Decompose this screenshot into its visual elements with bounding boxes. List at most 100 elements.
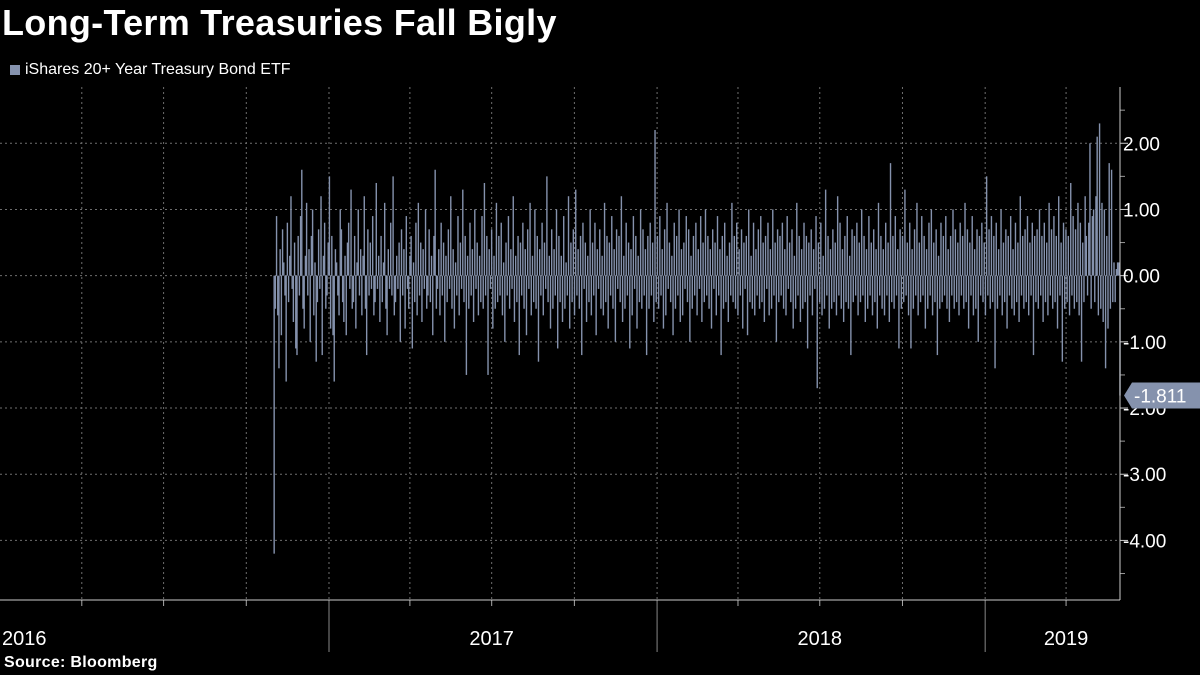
bar bbox=[349, 275, 351, 289]
bar bbox=[345, 275, 347, 336]
bar bbox=[924, 275, 927, 329]
bar bbox=[412, 262, 415, 276]
bar bbox=[738, 249, 740, 276]
bar bbox=[514, 255, 517, 276]
bar bbox=[587, 255, 589, 276]
bar bbox=[927, 275, 929, 309]
bar bbox=[566, 275, 569, 296]
bar bbox=[852, 275, 854, 303]
bar bbox=[374, 275, 376, 303]
bar bbox=[781, 222, 784, 276]
bar bbox=[344, 255, 346, 276]
bar bbox=[1098, 123, 1101, 276]
bar bbox=[1024, 229, 1026, 276]
bar bbox=[859, 275, 862, 303]
bar bbox=[512, 196, 514, 276]
bar bbox=[520, 275, 523, 296]
bar bbox=[1078, 275, 1080, 316]
bar bbox=[794, 275, 797, 309]
bar bbox=[1080, 275, 1083, 362]
bar bbox=[322, 255, 325, 276]
bar bbox=[651, 242, 654, 276]
bar bbox=[393, 275, 396, 316]
bar bbox=[648, 275, 650, 309]
bar bbox=[1015, 275, 1018, 303]
bar bbox=[1090, 275, 1092, 309]
bar bbox=[672, 275, 674, 336]
bar bbox=[380, 235, 382, 276]
bar bbox=[983, 242, 985, 276]
bar bbox=[971, 216, 973, 276]
bar bbox=[308, 249, 310, 276]
bar bbox=[480, 275, 482, 303]
bar bbox=[866, 275, 869, 309]
bar bbox=[518, 275, 520, 356]
bar bbox=[827, 235, 829, 276]
bar bbox=[436, 275, 439, 289]
bar bbox=[800, 249, 803, 276]
bar bbox=[589, 209, 591, 276]
bar bbox=[536, 235, 538, 276]
bar bbox=[1072, 216, 1074, 276]
bar bbox=[1001, 275, 1003, 316]
bar bbox=[881, 275, 883, 309]
bar bbox=[405, 216, 408, 276]
bar bbox=[430, 255, 433, 276]
bar bbox=[440, 222, 442, 276]
bar bbox=[429, 275, 432, 303]
bar bbox=[334, 249, 337, 276]
bar bbox=[836, 196, 839, 276]
bar bbox=[287, 275, 290, 303]
bar bbox=[802, 275, 804, 309]
bar bbox=[399, 275, 402, 342]
bar bbox=[1056, 275, 1059, 329]
bar bbox=[675, 235, 678, 276]
bar bbox=[613, 249, 615, 276]
bar bbox=[408, 275, 410, 309]
bar bbox=[1102, 275, 1104, 322]
bar bbox=[649, 222, 651, 276]
source-note: Source: Bloomberg bbox=[4, 654, 158, 671]
bar bbox=[1049, 275, 1052, 296]
bar bbox=[394, 275, 397, 303]
bar bbox=[363, 196, 365, 276]
bar bbox=[976, 229, 978, 276]
bar bbox=[508, 275, 511, 309]
bar bbox=[445, 255, 447, 276]
bar bbox=[409, 255, 411, 276]
bar bbox=[909, 222, 911, 276]
bar bbox=[764, 235, 767, 276]
bar bbox=[1012, 249, 1014, 276]
bar bbox=[760, 216, 762, 276]
bar bbox=[743, 242, 745, 276]
bar bbox=[839, 222, 841, 276]
bar bbox=[790, 275, 792, 303]
bar bbox=[815, 216, 817, 276]
bar bbox=[1066, 275, 1068, 303]
bar bbox=[427, 275, 429, 296]
bar bbox=[871, 275, 874, 316]
bar bbox=[918, 242, 921, 276]
bar bbox=[877, 202, 880, 276]
bar bbox=[674, 275, 677, 309]
bar bbox=[305, 202, 308, 276]
bar bbox=[526, 229, 529, 276]
bar bbox=[459, 242, 462, 276]
bar bbox=[669, 275, 672, 303]
bar bbox=[376, 275, 379, 289]
bar bbox=[915, 275, 917, 296]
bar bbox=[821, 275, 823, 316]
bar bbox=[488, 249, 490, 276]
last-value-callout: -1.811 bbox=[1124, 382, 1200, 409]
bar bbox=[666, 202, 668, 276]
bar bbox=[1053, 216, 1055, 276]
grid-lines bbox=[0, 87, 1120, 600]
bar bbox=[624, 275, 626, 309]
bar bbox=[396, 255, 398, 276]
x-tick-label: 2018 bbox=[798, 628, 843, 650]
bar bbox=[935, 229, 937, 276]
bar bbox=[868, 216, 870, 276]
bar bbox=[557, 275, 559, 349]
bar bbox=[463, 275, 465, 303]
